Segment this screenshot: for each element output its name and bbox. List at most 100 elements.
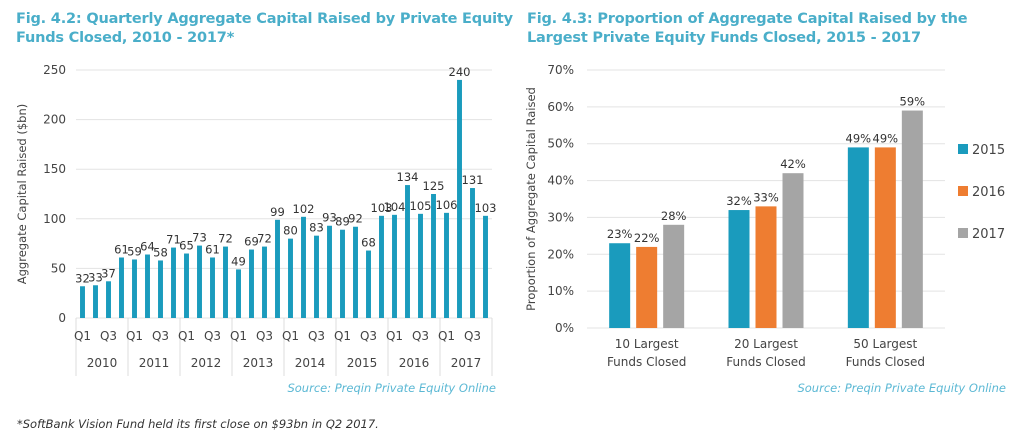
y-tick-label: 60% (547, 100, 574, 114)
bar-2016-Q2 (405, 185, 410, 318)
bar-2016-group-1 (636, 246, 658, 328)
data-label: 59 (127, 244, 142, 258)
x-tick-q3: Q3 (256, 329, 273, 343)
x-tick-q1: Q1 (230, 329, 247, 343)
x-tick-q1: Q1 (282, 329, 299, 343)
bar-2010-Q1 (80, 286, 85, 318)
y-tick-label: 150 (43, 162, 66, 176)
legend-label-2016: 2016 (972, 185, 1005, 200)
y-tick-label: 50% (547, 137, 574, 151)
y-axis-title: Aggregate Capital Raised ($bn) (15, 104, 29, 284)
x-tick-q3: Q3 (464, 329, 481, 343)
legend-swatch-2015 (958, 144, 968, 154)
data-label: 37 (101, 266, 116, 280)
bar-2014-Q4 (327, 225, 332, 318)
bar-2012-Q4 (223, 246, 228, 318)
bar-2015-Q4 (379, 215, 384, 318)
data-label: 58 (153, 245, 168, 259)
data-label: 69 (244, 235, 259, 249)
y-tick-label: 70% (547, 63, 574, 77)
x-tick-q1: Q1 (126, 329, 143, 343)
data-label: 72 (257, 232, 272, 246)
x-tick-q3: Q3 (308, 329, 325, 343)
x-category-label: 10 Largest (615, 337, 679, 351)
x-category-label: Funds Closed (846, 355, 925, 369)
data-label: 33% (753, 190, 779, 204)
data-label: 134 (397, 170, 419, 184)
x-category-label: Funds Closed (726, 355, 805, 369)
legend-label-2015: 2015 (972, 143, 1005, 158)
y-tick-label: 0 (58, 311, 66, 325)
bar-2015-group-1 (609, 243, 631, 328)
x-tick-year: 2013 (243, 356, 274, 370)
bar-2017-Q2 (457, 79, 462, 318)
bar-2010-Q3 (106, 281, 111, 318)
legend-swatch-2016 (958, 186, 968, 196)
bar-2011-Q4 (171, 247, 176, 318)
legend-label-2017: 2017 (972, 227, 1005, 242)
data-label: 33 (88, 270, 103, 284)
y-tick-label: 250 (43, 63, 66, 77)
data-label: 61 (114, 242, 129, 256)
bar-2011-Q3 (158, 260, 163, 318)
bar-2011-Q2 (145, 254, 150, 318)
data-label: 59% (900, 95, 926, 109)
x-tick-year: 2014 (295, 356, 326, 370)
chart1-source: Source: Preqin Private Equity Online (287, 381, 496, 395)
bar-2015-Q3 (366, 250, 371, 318)
chart2-source: Source: Preqin Private Equity Online (797, 381, 1006, 395)
bar-2012-Q1 (184, 253, 189, 318)
x-tick-year: 2012 (191, 356, 222, 370)
y-tick-label: 100 (43, 212, 66, 226)
data-label: 22% (634, 231, 660, 245)
data-label: 102 (293, 202, 315, 216)
data-label: 68 (361, 236, 376, 250)
x-tick-year: 2015 (347, 356, 378, 370)
x-tick-year: 2011 (139, 356, 170, 370)
data-label: 23% (607, 227, 633, 241)
chart1-quarterly-capital: 0 50 100 150 200 250 Aggregate Capital Raised … (15, 63, 497, 395)
x-tick-q3: Q3 (100, 329, 117, 343)
bar-2014-Q3 (314, 235, 319, 318)
bar-2016-Q4 (431, 194, 436, 318)
x-tick-q1: Q1 (438, 329, 455, 343)
data-label: 65 (179, 239, 194, 253)
y-tick-label: 0% (555, 321, 574, 335)
data-label: 103 (475, 201, 497, 215)
data-label: 28% (661, 209, 687, 223)
x-tick-year: 2010 (87, 356, 118, 370)
bar-2015-Q2 (353, 226, 358, 318)
bar-2015-group-3 (847, 147, 869, 328)
bar-2016-Q1 (392, 214, 397, 318)
data-label: 92 (348, 212, 363, 226)
x-tick-q3: Q3 (360, 329, 377, 343)
bar-2012-Q3 (210, 257, 215, 318)
data-label: 125 (423, 179, 445, 193)
bar-2014-Q2 (301, 216, 306, 318)
bar-2017-group-2 (782, 173, 804, 328)
y-axis-title: Proportion of Aggregate Capital Raised (524, 87, 538, 311)
data-label: 99 (270, 205, 285, 219)
x-tick-q1: Q1 (334, 329, 351, 343)
data-label: 106 (436, 198, 458, 212)
data-label: 105 (410, 199, 432, 213)
data-label: 83 (309, 221, 324, 235)
bar-2015-Q1 (340, 229, 345, 318)
bar-2012-Q2 (197, 245, 202, 318)
bar-2010-Q4 (119, 257, 124, 318)
bar-2016-Q3 (418, 213, 423, 318)
data-label: 61 (205, 242, 220, 256)
x-tick-q1: Q1 (386, 329, 403, 343)
data-label: 73 (192, 231, 207, 245)
data-label: 42% (780, 157, 806, 171)
data-label: 32% (726, 194, 752, 208)
y-tick-label: 40% (547, 174, 574, 188)
x-tick-q1: Q1 (74, 329, 91, 343)
x-category-label: 50 Largest (853, 337, 917, 351)
data-label: 80 (283, 224, 298, 238)
data-label: 49 (231, 254, 246, 268)
data-label: 103 (371, 201, 393, 215)
y-tick-label: 200 (43, 113, 66, 127)
x-tick-year: 2016 (399, 356, 430, 370)
data-label: 131 (462, 173, 484, 187)
